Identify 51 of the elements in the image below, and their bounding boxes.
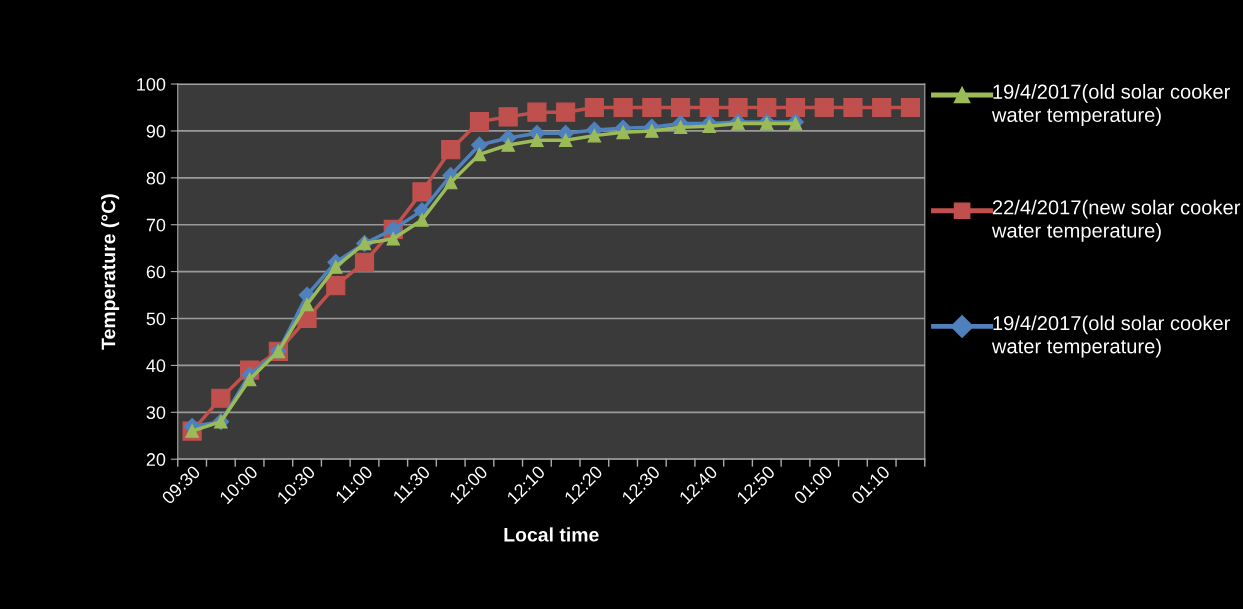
point	[530, 133, 544, 148]
point	[412, 182, 432, 202]
y-axis-title: Temperature (°C)	[101, 194, 120, 350]
y-tick-label: 60	[146, 265, 166, 279]
point	[584, 97, 604, 118]
point	[587, 128, 602, 143]
point	[645, 124, 659, 138]
point	[702, 119, 717, 134]
legend-label: 19/4/2017(old solar cooker water temperature)	[991, 315, 1231, 358]
point	[386, 231, 401, 246]
point	[354, 252, 375, 272]
point	[642, 97, 662, 118]
point	[472, 147, 487, 162]
point	[699, 97, 719, 118]
point	[757, 97, 777, 118]
y-tick-label: 90	[146, 124, 166, 138]
point	[415, 213, 429, 227]
point	[843, 97, 863, 118]
point	[443, 175, 458, 190]
point	[501, 138, 515, 152]
point	[728, 97, 748, 118]
y-tick-label: 100	[137, 77, 166, 91]
point	[469, 111, 490, 132]
point	[242, 372, 257, 387]
point	[471, 136, 488, 154]
point	[527, 102, 547, 122]
point	[814, 97, 834, 118]
y-tick-label: 80	[146, 171, 166, 185]
y-tick-label: 30	[146, 406, 166, 420]
x-axis-title: Local time	[504, 527, 599, 542]
point	[211, 388, 231, 408]
point	[328, 260, 343, 274]
legend-label: 22/4/2017(new solar cooker water temperature)	[991, 199, 1241, 242]
y-tick-label: 50	[146, 312, 166, 326]
y-tick-label: 70	[146, 218, 166, 232]
point	[670, 97, 691, 118]
y-tick-label: 40	[146, 359, 166, 373]
point	[498, 107, 518, 127]
point	[558, 133, 573, 148]
point	[613, 97, 633, 118]
point	[326, 276, 346, 296]
point	[300, 297, 314, 312]
point	[441, 140, 461, 160]
point	[556, 102, 576, 122]
point	[616, 125, 630, 140]
point	[785, 97, 806, 118]
y-tick-label: 20	[146, 453, 166, 466]
legend-label: 19/4/2017(old solar cooker water temperature)	[991, 84, 1231, 126]
point	[872, 97, 892, 118]
point	[900, 97, 921, 118]
point	[673, 120, 688, 134]
